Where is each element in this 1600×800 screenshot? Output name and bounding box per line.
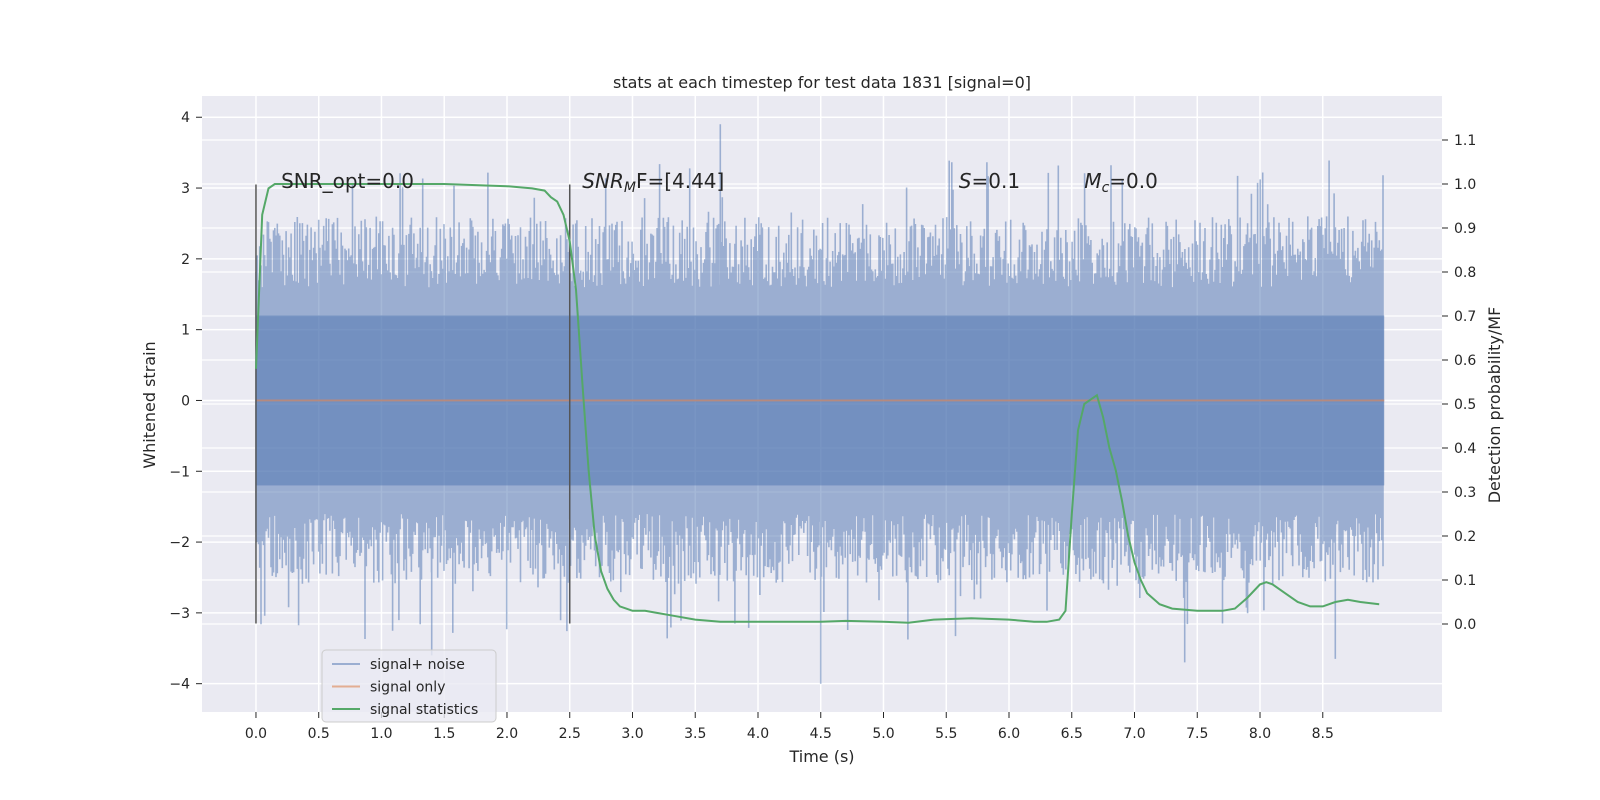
y2-tick-label: 1.0: [1454, 177, 1476, 193]
y2-tick-label: 0.9: [1454, 221, 1476, 237]
y2-tick-label: 1.1: [1454, 133, 1476, 149]
annotation-text: SNRMF=[4.44]: [582, 169, 724, 196]
x-axis-label: Time (s): [788, 747, 854, 766]
x-tick-label: 2.0: [496, 726, 518, 742]
y-axis-ticks: 4 3 2 1 0 −1 −2 −3 −4: [169, 110, 202, 693]
y2-tick-label: 0.6: [1454, 353, 1476, 369]
annotation-main: SNR: [582, 169, 624, 193]
legend-label: signal only: [370, 680, 445, 696]
x-axis-ticks: 0.0 0.5 1.0 1.5 2.0 2.5 3.0 3.5 4.0 4.5 5.0 5.5 6.0 6…: [245, 712, 1334, 742]
legend-label: signal+ noise: [370, 657, 465, 673]
y-tick-label: −3: [169, 606, 190, 622]
chart-title: stats at each timestep for test data 183…: [613, 73, 1031, 92]
y-tick-label: −2: [169, 535, 190, 551]
y-tick-label: −4: [169, 677, 190, 693]
x-tick-label: 7.0: [1123, 726, 1145, 742]
annotation-text: S=0.1: [959, 169, 1020, 193]
y2-tick-label: 0.4: [1454, 441, 1476, 457]
x-tick-label: 8.0: [1249, 726, 1271, 742]
x-tick-label: 4.0: [747, 726, 769, 742]
annotation-main: SNR_opt=0.0: [281, 169, 414, 193]
annotation-main: M: [1084, 169, 1101, 193]
y2-axis-ticks: 1.1 1.0 0.9 0.8 0.7 0.6 0.5 0.4 0.3 0.2 0.1 0.0: [1442, 133, 1476, 633]
annotation-suffix: =0.1: [972, 169, 1021, 193]
x-tick-label: 5.5: [935, 726, 957, 742]
x-tick-label: 8.5: [1312, 726, 1334, 742]
x-tick-label: 6.5: [1061, 726, 1083, 742]
x-tick-label: 3.5: [684, 726, 706, 742]
annotation-suffix: F=[4.44]: [636, 169, 724, 193]
y-tick-label: −1: [169, 464, 190, 480]
x-tick-label: 7.5: [1186, 726, 1208, 742]
legend-label: signal statistics: [370, 702, 478, 718]
y-tick-label: 4: [181, 110, 190, 126]
y2-tick-label: 0.0: [1454, 617, 1476, 633]
x-tick-label: 4.5: [810, 726, 832, 742]
x-tick-label: 5.0: [872, 726, 894, 742]
y2-tick-label: 0.8: [1454, 265, 1476, 281]
x-tick-label: 2.5: [559, 726, 581, 742]
x-tick-label: 1.5: [433, 726, 455, 742]
annotation-text: SNR_opt=0.0: [281, 169, 414, 193]
annotation-subscript: c: [1102, 180, 1110, 196]
x-tick-label: 3.0: [621, 726, 643, 742]
annotation-suffix: =0.0: [1109, 169, 1158, 193]
legend: signal+ noise signal only signal statistic…: [321, 649, 497, 723]
y2-axis-label: Detection probability/MF: [1485, 307, 1504, 504]
series-signal-statistics: [255, 183, 1380, 624]
x-tick-label: 1.0: [370, 726, 392, 742]
y2-tick-label: 0.7: [1454, 309, 1476, 325]
x-tick-label: 0.0: [245, 726, 267, 742]
event-markers: [255, 184, 571, 624]
y2-tick-label: 0.3: [1454, 485, 1476, 501]
y-tick-label: 3: [181, 181, 190, 197]
y-tick-label: 0: [181, 393, 190, 409]
x-tick-label: 0.5: [308, 726, 330, 742]
y-tick-label: 2: [181, 252, 190, 268]
y2-tick-label: 0.1: [1454, 573, 1476, 589]
y-axis-label: Whitened strain: [140, 341, 159, 468]
y-tick-label: 1: [181, 323, 190, 339]
annotation-main: S: [959, 169, 972, 193]
y2-tick-label: 0.2: [1454, 529, 1476, 545]
annotations: SNR_opt=0.0 SNRMF=[4.44] S=0.1 Mc=0.0: [281, 169, 1158, 196]
signal-statistics-line: [255, 183, 1380, 624]
annotation-subscript: M: [624, 180, 636, 196]
y2-tick-label: 0.5: [1454, 397, 1476, 413]
annotation-text: Mc=0.0: [1084, 169, 1158, 196]
legend-box: [321, 649, 497, 723]
x-tick-label: 6.0: [998, 726, 1020, 742]
